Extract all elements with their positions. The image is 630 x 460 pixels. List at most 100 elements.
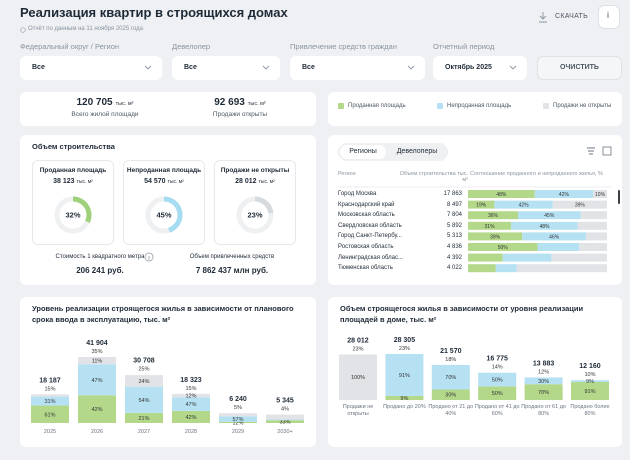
ratio-label: 45%	[544, 213, 555, 219]
chevron	[407, 65, 415, 70]
filter-value[interactable]: Все	[302, 64, 315, 71]
clear-box[interactable]	[537, 56, 622, 80]
share-label: 25%	[138, 367, 149, 373]
ratio-label: 19%	[476, 203, 487, 209]
info-button[interactable]: i	[607, 10, 609, 20]
ratio-segment	[579, 243, 607, 251]
region-volume: 17 863	[443, 191, 462, 197]
filter-dropdown[interactable]	[172, 56, 280, 80]
share-label: 18%	[445, 357, 456, 363]
bar-segment	[219, 413, 257, 417]
ratio-segment	[468, 264, 496, 273]
bar-segment	[524, 384, 563, 400]
bar-segment	[78, 395, 116, 423]
region-name: Ростовская область	[338, 244, 394, 250]
bar-segment	[339, 354, 377, 400]
region-name: Ленинградская облас...	[338, 254, 403, 261]
legend-swatch	[338, 103, 344, 109]
chevron	[262, 65, 270, 70]
category-label: 2030+	[277, 429, 292, 435]
region-name: Город Санкт-Петербу...	[338, 233, 402, 240]
category-label: Продано до 20%	[383, 404, 426, 410]
bar-segment	[172, 393, 210, 398]
segment-label: 50%	[492, 391, 503, 397]
info-box[interactable]	[598, 5, 620, 29]
filter-dropdown[interactable]	[20, 56, 162, 80]
region-volume: 4 022	[446, 265, 462, 272]
summary-title: Непроданная площадь	[126, 167, 202, 174]
category-label: 2027	[138, 429, 150, 435]
ratio-segment	[468, 211, 519, 220]
legend-swatch	[437, 103, 443, 109]
segment-label: 54%	[138, 398, 149, 404]
tab[interactable]: Девелоперы	[396, 148, 438, 155]
category-label: Продано от 21 до 40%	[428, 404, 474, 418]
total-label: 5 345	[276, 398, 294, 405]
ratio-label: 50%	[498, 245, 509, 251]
segment-label: 42%	[91, 407, 102, 413]
filter-label: Федеральный округ / Регион	[20, 42, 120, 51]
segment-label: 11%	[92, 359, 103, 365]
region-name: Свердловская область	[338, 222, 402, 229]
category-label: Продажи не открыты	[342, 404, 374, 418]
ratio-label: 42%	[519, 203, 530, 209]
total-label: 18 187	[39, 377, 61, 384]
bar-segment	[78, 357, 116, 365]
ratio-segment	[468, 253, 503, 262]
segment-label: 47%	[185, 402, 196, 408]
clear-button[interactable]: ОЧИСТИТЬ	[560, 64, 599, 71]
filter-value[interactable]: Октябрь 2025	[445, 64, 492, 71]
column-header: Объем строительства тыс. м²	[399, 171, 468, 184]
bar-segment	[266, 420, 304, 423]
ratio-label: 39%	[490, 234, 501, 240]
column-header: Регион	[338, 171, 356, 177]
segment-label: 100%	[351, 375, 365, 381]
segment-label: 31%	[44, 399, 55, 405]
segment-label: 47%	[91, 378, 102, 384]
summary-unit: тыс. м²	[76, 179, 93, 185]
legend-card	[328, 92, 622, 126]
total-value: 120 705 тыс. м²	[45, 97, 165, 109]
bar-segment	[266, 419, 304, 421]
bar-segment	[31, 405, 69, 423]
donut-arc	[254, 196, 274, 214]
tab-active[interactable]	[340, 145, 386, 159]
total-label: 6 240	[229, 396, 247, 403]
total-unit: тыс. м²	[115, 101, 134, 107]
filter-dropdown[interactable]	[290, 56, 425, 80]
total-number: 92 693	[214, 97, 245, 108]
bar-segment	[524, 377, 563, 385]
cost-label: Стоимость 1 квадратного метра	[55, 254, 145, 260]
ratio-segment	[518, 211, 581, 220]
ratio-segment	[468, 221, 512, 230]
funds-label: Объем привлеченных средств	[189, 254, 275, 260]
share-label: 35%	[91, 349, 102, 355]
region-name: Город Москва	[338, 191, 377, 197]
ratio-segment	[580, 211, 607, 220]
clock-icon	[20, 27, 26, 33]
scrollbar	[618, 190, 620, 204]
summary-number: 38 123	[53, 178, 75, 185]
region-volume: 8 497	[446, 201, 462, 208]
filter-value[interactable]: Все	[32, 64, 45, 71]
category-label: 2025	[44, 429, 56, 435]
segment-label: 50%	[492, 378, 503, 384]
bar-segment	[571, 382, 609, 400]
download-button[interactable]: СКАЧАТЬ	[555, 13, 589, 20]
filter-dropdown[interactable]	[433, 56, 527, 80]
ratio-segment	[522, 232, 587, 241]
summary-unit: тыс. м²	[258, 179, 275, 185]
total-label: 41 904	[86, 340, 108, 347]
total-label: Всего жилой площади	[71, 111, 139, 118]
filter-label: Девелопер	[172, 42, 211, 51]
bar-segment	[478, 372, 517, 387]
ratio-segment	[468, 190, 535, 198]
filter-value[interactable]: Все	[184, 64, 197, 71]
share-label: 15%	[44, 386, 55, 392]
tab[interactable]: Регионы	[349, 148, 377, 155]
category-label: Продано от 61 до 80%	[521, 404, 566, 418]
info-icon	[144, 252, 154, 262]
filter-label: Привлечение средств граждан	[290, 42, 397, 51]
bar-segment	[571, 380, 609, 383]
